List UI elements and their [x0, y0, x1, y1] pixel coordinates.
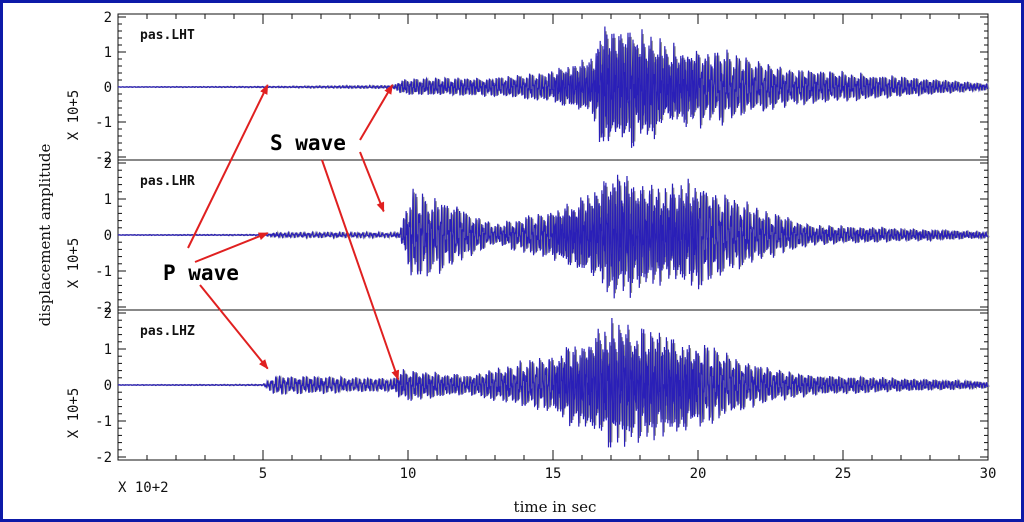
- y-tick-label: 1: [104, 192, 112, 208]
- y-multiplier-label: X 10+5: [66, 238, 82, 289]
- y-tick-label: 2: [104, 306, 112, 322]
- y-tick-label: 1: [104, 45, 112, 61]
- y-tick-label: 2: [104, 10, 112, 26]
- annotation-arrow: [321, 159, 400, 381]
- panel-pas-lhz: -2 -1 0 1 2 X 10+5 pas.LHZ: [66, 306, 990, 466]
- panel-name-label: pas.LHR: [140, 174, 195, 189]
- annotation-arrow: [199, 284, 269, 370]
- panel-pas-lht: -2 -1 0 1 2 X 10+5 pas.LHT: [66, 10, 990, 166]
- y-tick-label: -1: [95, 115, 112, 131]
- x-tick-label: 10: [400, 466, 417, 482]
- x-axis-title: time in sec: [514, 498, 597, 516]
- x-multiplier-label: X 10+2: [118, 480, 169, 496]
- y-multiplier-label: X 10+5: [66, 388, 82, 439]
- y-tick-label: -1: [95, 414, 112, 430]
- panel-name-label: pas.LHT: [140, 28, 195, 43]
- annotation-arrow: [194, 232, 269, 263]
- y-axis-title: displacement amplitude: [36, 143, 54, 326]
- annotation-arrow: [359, 151, 385, 213]
- y-tick-label: -2: [95, 450, 112, 466]
- x-tick-label: 30: [980, 466, 997, 482]
- y-tick-label: -2: [95, 150, 112, 166]
- annotation-arrow: [359, 84, 394, 141]
- annotation-label: S wave: [270, 131, 346, 155]
- annotation-arrow: [187, 84, 269, 249]
- annotation-p-wave: P wave: [163, 84, 269, 370]
- y-tick-label: -2: [95, 300, 112, 316]
- y-tick-label: -1: [95, 264, 112, 280]
- panel-name-label: pas.LHZ: [140, 324, 195, 339]
- y-multiplier-label: X 10+5: [66, 90, 82, 141]
- seismogram-trace: [118, 174, 989, 299]
- y-tick-label: 0: [104, 378, 112, 394]
- x-tick-label: 15: [545, 466, 562, 482]
- x-tick-label: 5: [259, 466, 267, 482]
- annotation-s-wave: S wave: [270, 84, 400, 381]
- x-tick-label: 20: [690, 466, 707, 482]
- y-tick-label: 0: [104, 80, 112, 96]
- annotation-label: P wave: [163, 261, 239, 285]
- y-tick-label: 2: [104, 156, 112, 172]
- y-tick-label: 0: [104, 228, 112, 244]
- seismogram-trace: [118, 317, 989, 448]
- y-tick-label: 1: [104, 342, 112, 358]
- x-tick-label: 25: [835, 466, 852, 482]
